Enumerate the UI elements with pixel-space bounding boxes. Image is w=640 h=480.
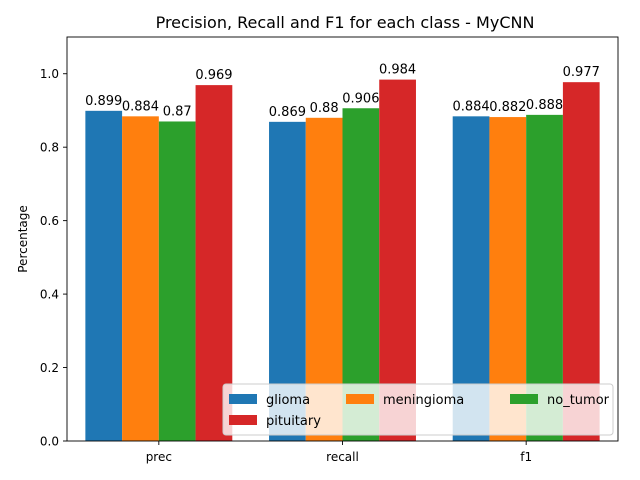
- y-tick-label: 0.6: [40, 214, 59, 228]
- bar-glioma-prec: [85, 110, 123, 442]
- bar-pituitary-prec: [195, 85, 233, 441]
- y-tick-label: 0.8: [40, 141, 59, 155]
- legend-label-no_tumor: no_tumor: [547, 393, 610, 408]
- data-label-no_tumor-prec: 0.87: [163, 104, 192, 119]
- y-tick-label: 0.2: [40, 361, 59, 375]
- data-label-no_tumor-recall: 0.906: [342, 91, 379, 106]
- legend-swatch-no_tumor: [510, 394, 538, 404]
- data-label-no_tumor-f1: 0.888: [526, 98, 563, 113]
- legend: glioma meningioma no_tumor pituitary: [222, 383, 614, 436]
- y-tick-label: 0.4: [40, 288, 59, 302]
- data-label-pituitary-f1: 0.977: [563, 65, 600, 80]
- data-label-pituitary-recall: 0.984: [379, 63, 416, 78]
- data-label-glioma-recall: 0.869: [269, 105, 306, 120]
- x-tick-label-recall: recall: [326, 450, 359, 464]
- bar-no_tumor-prec: [158, 121, 196, 442]
- bars-layer: [85, 79, 600, 442]
- data-label-glioma-f1: 0.884: [452, 99, 489, 114]
- y-axis-label: Percentage: [16, 205, 30, 273]
- legend-label-meningioma: meningioma: [383, 393, 464, 408]
- legend-swatch-meningioma: [346, 394, 374, 404]
- legend-label-pituitary: pituitary: [266, 414, 321, 429]
- legend-label-glioma: glioma: [266, 393, 310, 408]
- y-tick-label: 1.0: [40, 67, 59, 81]
- data-label-glioma-prec: 0.899: [85, 94, 122, 109]
- x-tick-label-f1: f1: [520, 450, 532, 464]
- legend-swatch-glioma: [229, 394, 257, 404]
- data-label-pituitary-prec: 0.969: [195, 68, 232, 83]
- bar-pituitary-f1: [562, 82, 600, 441]
- data-label-meningioma-recall: 0.88: [310, 101, 339, 116]
- x-tick-label-prec: prec: [146, 450, 172, 464]
- legend-swatch-pituitary: [229, 415, 257, 425]
- y-tick-label: 0.0: [40, 435, 59, 449]
- data-label-meningioma-prec: 0.884: [122, 99, 159, 114]
- axes-layer: 0.0 0.2 0.4 0.6 0.8 1.0 prec recall f1: [40, 36, 619, 464]
- bar-meningioma-prec: [122, 116, 159, 442]
- bar-pituitary-recall: [379, 79, 416, 441]
- data-label-meningioma-f1: 0.882: [489, 100, 526, 115]
- chart-title: Precision, Recall and F1 for each class …: [156, 13, 535, 32]
